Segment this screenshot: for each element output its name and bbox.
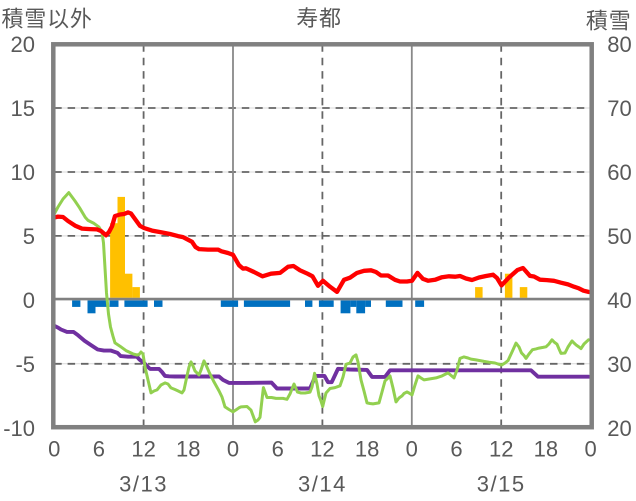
svg-text:80: 80 [607, 32, 631, 57]
svg-text:20: 20 [607, 416, 631, 441]
svg-text:50: 50 [607, 224, 631, 249]
svg-text:12: 12 [489, 436, 513, 461]
svg-text:6: 6 [272, 436, 284, 461]
svg-text:-5: -5 [15, 352, 35, 377]
svg-text:18: 18 [534, 436, 558, 461]
svg-text:12: 12 [310, 436, 334, 461]
svg-text:積雪: 積雪 [586, 8, 632, 33]
svg-text:0: 0 [584, 436, 596, 461]
svg-text:40: 40 [607, 288, 631, 313]
svg-text:12: 12 [131, 436, 155, 461]
svg-text:3/13: 3/13 [119, 471, 168, 496]
svg-text:-10: -10 [3, 416, 35, 441]
svg-text:30: 30 [607, 352, 631, 377]
svg-text:5: 5 [23, 224, 35, 249]
svg-text:18: 18 [355, 436, 379, 461]
svg-text:20: 20 [11, 32, 35, 57]
svg-text:60: 60 [607, 160, 631, 185]
svg-text:15: 15 [11, 96, 35, 121]
svg-text:0: 0 [48, 436, 60, 461]
svg-text:3/14: 3/14 [298, 471, 347, 496]
svg-text:積雪以外: 積雪以外 [2, 7, 93, 32]
svg-text:18: 18 [176, 436, 200, 461]
svg-text:70: 70 [607, 96, 631, 121]
svg-text:6: 6 [93, 436, 105, 461]
svg-text:0: 0 [23, 288, 35, 313]
svg-text:寿都: 寿都 [296, 6, 342, 31]
svg-text:0: 0 [227, 436, 239, 461]
svg-text:3/15: 3/15 [477, 471, 526, 496]
svg-text:10: 10 [11, 160, 35, 185]
svg-text:6: 6 [450, 436, 462, 461]
svg-text:0: 0 [406, 436, 418, 461]
